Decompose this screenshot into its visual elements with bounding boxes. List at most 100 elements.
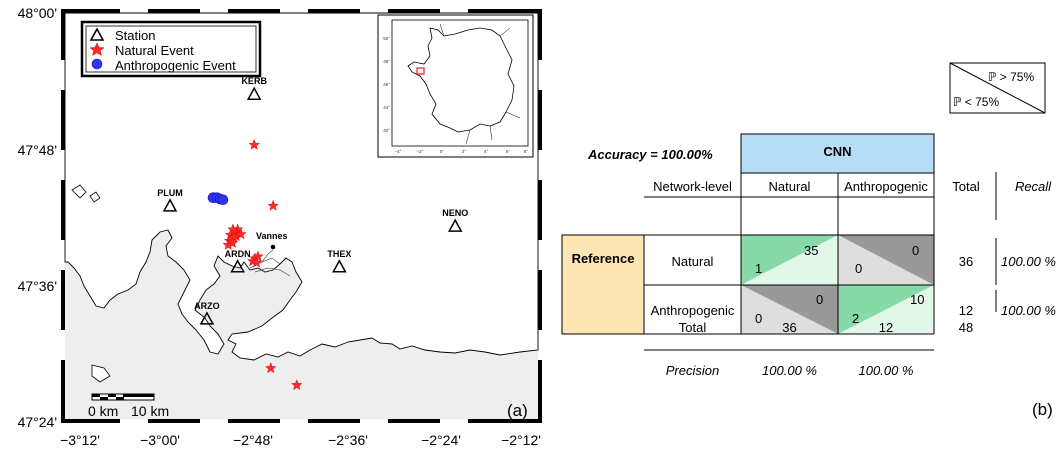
svg-text:−3°00': −3°00' bbox=[140, 432, 180, 448]
map-legend: Station Natural Event Anthropogenic Even… bbox=[80, 20, 262, 78]
total-row-label: Total bbox=[678, 320, 707, 335]
station-marker bbox=[246, 86, 262, 100]
natural-event-marker bbox=[248, 138, 260, 150]
station-label: PLUM bbox=[157, 188, 183, 198]
cell-nn-bottom: 1 bbox=[755, 261, 763, 276]
lat-tick-labels: 47°24' 47°36' 47°48' 48°00' bbox=[18, 5, 57, 430]
col-natural: Natural bbox=[768, 179, 811, 194]
key-high: ℙ > 75% bbox=[988, 70, 1035, 84]
legend-anthropogenic: Anthropogenic Event bbox=[115, 58, 236, 73]
svg-text:−2°36': −2°36' bbox=[328, 432, 368, 448]
scale-zero: 0 km bbox=[88, 403, 118, 419]
station-marker bbox=[447, 218, 463, 232]
matrix-svg bbox=[561, 62, 1046, 351]
svg-text:−2°48': −2°48' bbox=[233, 432, 273, 448]
inset-lon-ticks: −4° −2° 0° 2° 4° 6° 8° bbox=[395, 149, 529, 154]
row-header: Network-level bbox=[653, 179, 732, 194]
matrix-grid bbox=[562, 172, 997, 351]
panel-label-b: (b) bbox=[1032, 400, 1053, 419]
lon-tick-labels: −3°12' −3°00' −2°48' −2°36' −2°24' −2°12… bbox=[60, 432, 541, 448]
station-label: KERB bbox=[241, 76, 267, 86]
col-anthropogenic: Anthropogenic bbox=[844, 179, 928, 194]
natural-event-marker bbox=[250, 256, 263, 268]
scale-ten: 10 km bbox=[131, 403, 169, 419]
cell-anthropogenic-natural bbox=[741, 285, 838, 334]
svg-text:4°: 4° bbox=[484, 149, 489, 154]
svg-text:48°00': 48°00' bbox=[18, 5, 57, 21]
station-marker bbox=[199, 311, 215, 325]
station-marker bbox=[162, 198, 178, 212]
circle-icon bbox=[91, 58, 103, 70]
natural-event-marker bbox=[290, 379, 303, 391]
svg-text:−2°12': −2°12' bbox=[501, 432, 541, 448]
probability-key bbox=[949, 62, 1046, 114]
reference-label: Reference bbox=[571, 251, 635, 266]
svg-text:47°36': 47°36' bbox=[18, 278, 57, 294]
study-area-box bbox=[416, 67, 425, 75]
station-label: ARZO bbox=[194, 301, 220, 311]
reference-cell bbox=[561, 234, 645, 335]
svg-text:8°: 8° bbox=[524, 149, 529, 154]
svg-text:48°: 48° bbox=[383, 59, 390, 64]
cell-na-bottom: 0 bbox=[855, 261, 863, 276]
key-low: ℙ < 75% bbox=[953, 95, 1000, 109]
col-total-anthropogenic: 12 bbox=[878, 320, 894, 335]
anthropogenic-events bbox=[207, 192, 229, 206]
precision-label: Precision bbox=[665, 363, 720, 378]
station-label: ARDN bbox=[225, 249, 251, 259]
island bbox=[91, 364, 111, 383]
station-triangle-icon bbox=[89, 27, 105, 41]
svg-text:6°: 6° bbox=[506, 149, 511, 154]
grand-total: 48 bbox=[958, 320, 974, 335]
cnn-label: CNN bbox=[823, 144, 852, 159]
svg-text:−2°: −2° bbox=[417, 149, 424, 154]
city-label: Vannes bbox=[256, 231, 288, 241]
natural-event-marker bbox=[235, 228, 247, 240]
city-dot bbox=[270, 244, 276, 250]
cnn-header-cell bbox=[740, 133, 935, 174]
inset-borders bbox=[439, 23, 521, 145]
natural-events bbox=[222, 138, 303, 391]
svg-text:50°: 50° bbox=[383, 36, 390, 41]
cell-an-top: 0 bbox=[816, 292, 824, 307]
inset-lat-ticks: 42° 44° 46° 48° 50° bbox=[383, 36, 390, 133]
cell-aa-top: 10 bbox=[910, 292, 925, 307]
row-anthropogenic: Anthropogenic bbox=[650, 303, 735, 318]
precision-natural: 100.00 % bbox=[762, 363, 817, 378]
svg-text:47°48': 47°48' bbox=[18, 142, 57, 158]
station-marker bbox=[230, 259, 245, 273]
cell-anthropogenic-anthropogenic bbox=[838, 285, 934, 334]
panel-label-a: (a) bbox=[507, 401, 528, 420]
star-icon bbox=[89, 42, 105, 57]
cell-natural-natural bbox=[741, 235, 838, 285]
svg-text:47°24': 47°24' bbox=[18, 414, 57, 430]
cell-natural-anthropogenic bbox=[838, 235, 934, 285]
natural-event-marker bbox=[267, 199, 279, 211]
natural-event-marker bbox=[264, 362, 277, 374]
row-natural: Natural bbox=[671, 254, 714, 269]
svg-text:44°: 44° bbox=[383, 105, 390, 110]
svg-text:0°: 0° bbox=[440, 149, 445, 154]
svg-text:−4°: −4° bbox=[395, 149, 402, 154]
natural-event-marker bbox=[222, 239, 234, 250]
inset-map: 42° 44° 46° 48° 50° −4° −2° 0° 2° 4° 6° … bbox=[377, 14, 534, 158]
recall-natural: 100.00 % bbox=[1001, 254, 1056, 269]
svg-text:−2°24': −2°24' bbox=[421, 432, 461, 448]
svg-text:2°: 2° bbox=[462, 149, 467, 154]
svg-text:42°: 42° bbox=[383, 128, 390, 133]
island bbox=[89, 191, 101, 203]
legend-natural: Natural Event bbox=[115, 43, 194, 58]
col-total: Total bbox=[952, 179, 980, 194]
scale-bar: 0 km 10 km bbox=[88, 393, 169, 419]
cell-na-top: 0 bbox=[912, 243, 920, 258]
cell-aa-bottom: 2 bbox=[852, 311, 860, 326]
col-recall: Recall bbox=[1014, 179, 1052, 194]
confusion-matrix-panel: Accuracy = 100.00% CNN Network-level Nat… bbox=[560, 0, 1061, 455]
inset-coastline bbox=[407, 27, 515, 133]
row-total-natural: 36 bbox=[958, 254, 974, 269]
accuracy-label: Accuracy = 100.00% bbox=[588, 147, 713, 162]
svg-text:−3°12': −3°12' bbox=[60, 432, 100, 448]
col-total-natural: 36 bbox=[782, 320, 797, 335]
anthropogenic-event-marker bbox=[217, 194, 229, 206]
station-marker bbox=[332, 259, 347, 273]
